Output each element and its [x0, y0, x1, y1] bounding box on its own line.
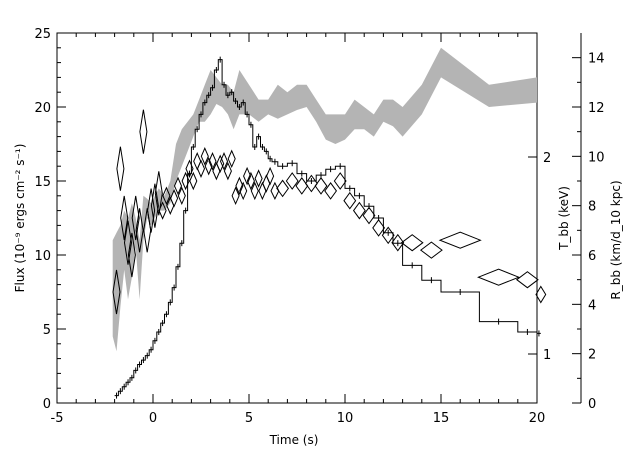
radius-point: [235, 176, 244, 196]
y-left-tick-label: 15: [34, 175, 51, 190]
radius-point: [120, 195, 129, 241]
radius-point: [270, 181, 280, 201]
radius-point: [419, 241, 443, 259]
R-tick-label: 12: [588, 101, 605, 116]
R-tick-label: 0: [588, 397, 596, 412]
x-tick-label: 20: [529, 411, 546, 426]
radius-point: [285, 172, 299, 190]
radius-point: [535, 285, 547, 304]
radius-point: [147, 188, 156, 233]
x-tick-label: -5: [51, 411, 64, 426]
radius-point: [135, 208, 144, 253]
radius-point: [246, 171, 255, 191]
radius-point: [170, 189, 179, 208]
x-axis-label: Time (s): [269, 433, 319, 447]
radius-point: [314, 177, 328, 195]
flux-line: [114, 59, 541, 397]
radius-point: [343, 191, 357, 210]
radius-point: [127, 232, 136, 278]
kT-tick-label: 1: [543, 348, 551, 363]
radius-point: [193, 152, 202, 171]
R-tick-label: 8: [588, 200, 596, 215]
y-left-tick-label: 0: [43, 397, 51, 412]
radius-point: [362, 206, 376, 225]
radius-point: [333, 172, 347, 190]
radius-point: [123, 220, 133, 265]
radius-point: [324, 182, 338, 200]
radius-point: [231, 186, 240, 206]
radius-point: [177, 186, 186, 206]
radius-point: [162, 186, 171, 206]
plot-frame: [56, 32, 538, 404]
radius-point: [276, 179, 290, 198]
x-tick-label: 10: [337, 411, 354, 426]
radius-point: [204, 156, 213, 176]
temperature-band: [112, 47, 537, 352]
y-left-tick-label: 5: [43, 323, 51, 338]
radius-point: [391, 233, 405, 252]
radius-point: [189, 171, 198, 191]
radius-point: [216, 154, 225, 173]
radius-point: [372, 219, 386, 237]
radius-point: [154, 171, 163, 216]
radius-point: [223, 161, 232, 181]
radius-point: [262, 174, 271, 193]
radius-point: [400, 234, 424, 252]
radius-point: [477, 268, 521, 286]
radius-point: [258, 181, 267, 201]
kT-band-area: [112, 47, 537, 352]
radius-point: [200, 147, 209, 166]
kT-tick-label: 2: [543, 151, 551, 166]
radius-point: [266, 166, 275, 186]
R-tick-label: 14: [588, 52, 605, 67]
y-left-tick-label: 25: [34, 27, 51, 42]
radius-point: [196, 159, 206, 178]
radius-point: [227, 149, 236, 169]
radius-point: [239, 181, 248, 201]
y-left-tick-label: 20: [34, 101, 51, 116]
radius-point: [158, 201, 167, 220]
x-tick-label: 15: [433, 411, 450, 426]
radius-point: [250, 181, 259, 201]
radius-diamonds: [112, 109, 547, 315]
radius-point: [116, 146, 125, 191]
R-tick-label: 6: [588, 249, 596, 264]
radius-point: [243, 166, 252, 186]
R-tick-label: 10: [588, 150, 605, 165]
radius-point: [185, 159, 194, 178]
radius-point: [150, 183, 159, 228]
radius-point: [139, 109, 148, 154]
x-tick-label: 5: [245, 411, 253, 426]
radius-point: [112, 269, 121, 315]
R-tick-label: 4: [588, 298, 596, 313]
radius-point: [352, 201, 366, 220]
y-axis-left-label: Flux (10⁻⁹ ergs cm⁻² s⁻¹): [13, 144, 27, 293]
radius-point: [131, 195, 140, 241]
radius-point: [515, 271, 539, 289]
radius-point: [254, 169, 263, 188]
y-axis-right-outer-label: R_bb (km/d_10 kpc): [609, 180, 623, 299]
x-tick-label: 0: [149, 411, 157, 426]
radius-point: [381, 226, 395, 245]
radius-point: [173, 176, 183, 196]
y-axis-right-inner-label: T_bb (keV): [557, 186, 571, 251]
radius-point: [208, 152, 217, 171]
flux-histogram: [114, 56, 541, 399]
radius-point: [219, 152, 229, 171]
radius-point: [438, 231, 482, 249]
radius-point: [181, 171, 190, 191]
y-left-tick-label: 10: [34, 249, 51, 264]
R-tick-label: 2: [588, 348, 596, 363]
